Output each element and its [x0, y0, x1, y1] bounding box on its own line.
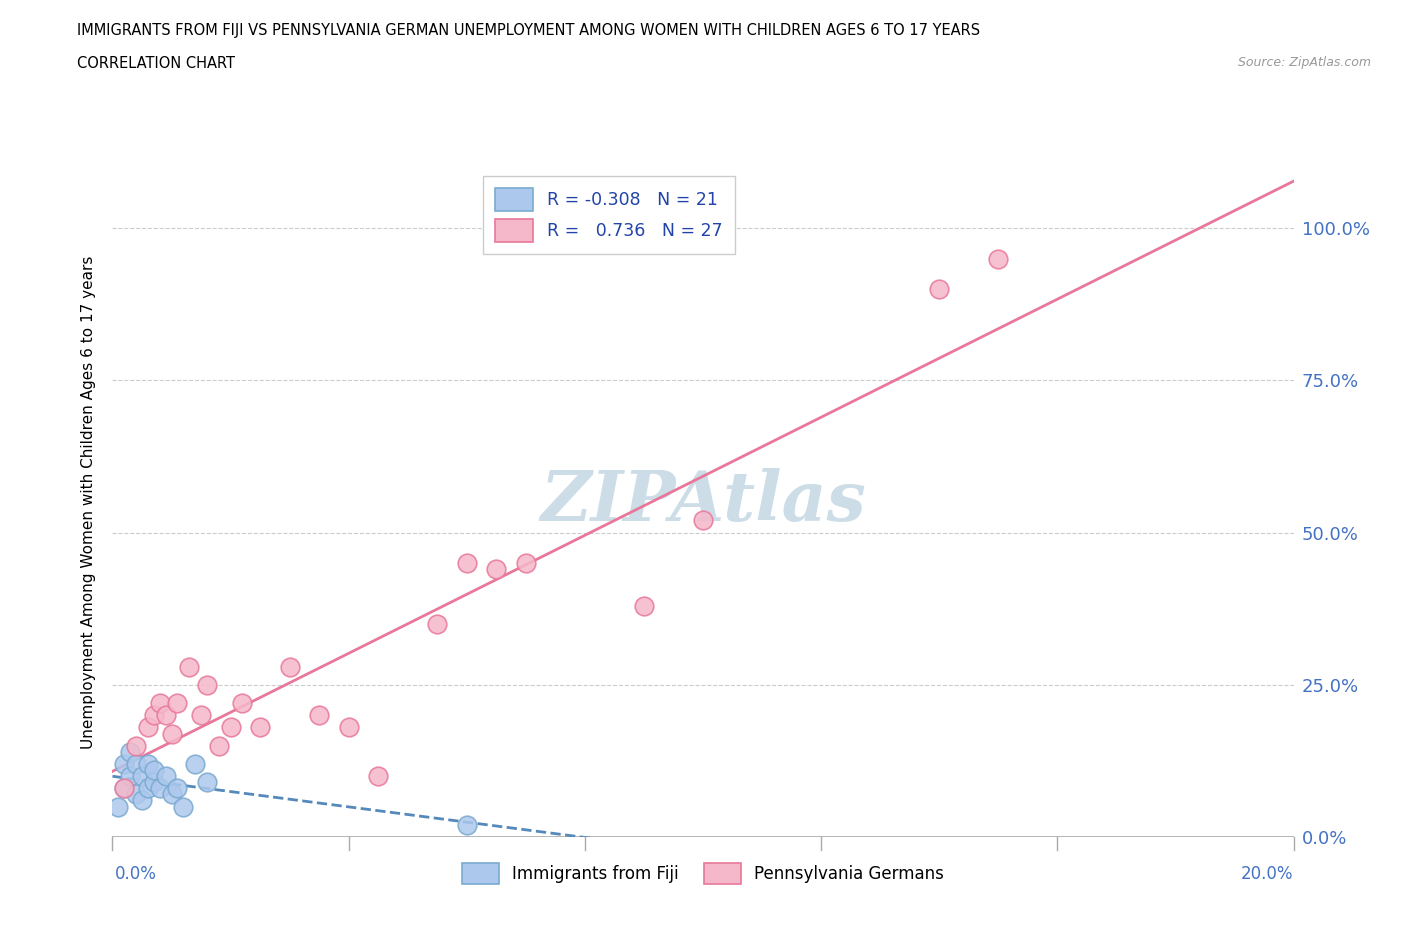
Point — [456, 555, 478, 570]
Point — [142, 708, 165, 723]
Point — [308, 708, 330, 723]
Point — [142, 763, 165, 777]
Point — [485, 562, 508, 577]
Point — [367, 769, 389, 784]
Point — [278, 659, 301, 674]
Legend: Immigrants from Fiji, Pennsylvania Germans: Immigrants from Fiji, Pennsylvania Germa… — [450, 851, 956, 896]
Point — [219, 720, 242, 735]
Text: 0.0%: 0.0% — [115, 865, 157, 884]
Point — [337, 720, 360, 735]
Point — [166, 781, 188, 796]
Y-axis label: Unemployment Among Women with Children Ages 6 to 17 years: Unemployment Among Women with Children A… — [80, 256, 96, 749]
Point — [426, 617, 449, 631]
Point — [155, 769, 177, 784]
Point — [160, 726, 183, 741]
Point — [987, 251, 1010, 266]
Point — [633, 598, 655, 613]
Point — [142, 775, 165, 790]
Point — [456, 817, 478, 832]
Point — [120, 769, 142, 784]
Point — [125, 738, 148, 753]
Text: IMMIGRANTS FROM FIJI VS PENNSYLVANIA GERMAN UNEMPLOYMENT AMONG WOMEN WITH CHILDR: IMMIGRANTS FROM FIJI VS PENNSYLVANIA GER… — [77, 23, 980, 38]
Point — [125, 756, 148, 771]
Point — [136, 781, 159, 796]
Text: ZIPAtlas: ZIPAtlas — [540, 469, 866, 536]
Point — [131, 793, 153, 808]
Point — [112, 781, 135, 796]
Point — [195, 775, 218, 790]
Point — [166, 696, 188, 711]
Point — [190, 708, 212, 723]
Point — [195, 677, 218, 692]
Point — [131, 769, 153, 784]
Point — [107, 799, 129, 814]
Point — [231, 696, 253, 711]
Point — [692, 513, 714, 528]
Point — [149, 781, 172, 796]
Point — [112, 756, 135, 771]
Point — [249, 720, 271, 735]
Point — [172, 799, 194, 814]
Point — [928, 282, 950, 297]
Point — [155, 708, 177, 723]
Point — [112, 781, 135, 796]
Point — [136, 756, 159, 771]
Text: 20.0%: 20.0% — [1241, 865, 1294, 884]
Point — [120, 744, 142, 759]
Point — [184, 756, 207, 771]
Point — [179, 659, 201, 674]
Point — [208, 738, 231, 753]
Point — [160, 787, 183, 802]
Text: CORRELATION CHART: CORRELATION CHART — [77, 56, 235, 71]
Point — [149, 696, 172, 711]
Point — [136, 720, 159, 735]
Text: Source: ZipAtlas.com: Source: ZipAtlas.com — [1237, 56, 1371, 69]
Point — [125, 787, 148, 802]
Point — [515, 555, 537, 570]
